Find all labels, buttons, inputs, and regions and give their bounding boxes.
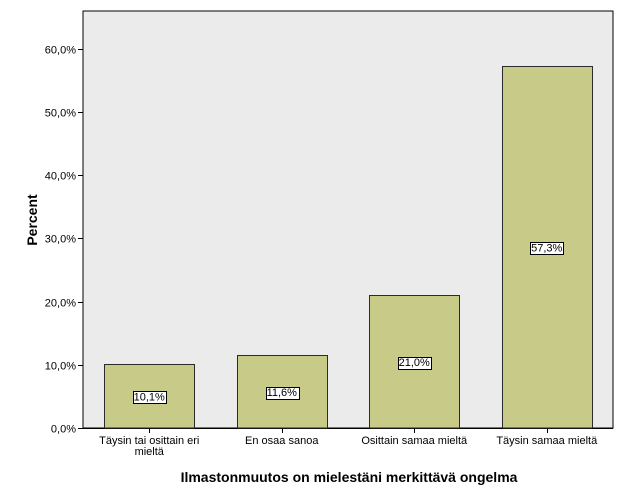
y-axis-title: Percent [24, 194, 40, 246]
x-tick-label: Täysin samaa mieltä [496, 435, 598, 447]
bars [104, 66, 593, 429]
data-label-box [530, 242, 564, 255]
data-label-text: 11,6% [267, 387, 298, 399]
x-tick-label: En osaa sanoa [245, 435, 319, 447]
y-tick-label: 10,0% [45, 361, 76, 373]
bar [237, 355, 328, 429]
data-label-text: 21,0% [399, 357, 430, 369]
data-label: 57,3% [530, 242, 564, 255]
x-tick-label: Täysin tai osittain eri mieltä [99, 435, 199, 458]
data-labels: 10,1% 11,6% 21,0% 57,3% [133, 242, 564, 404]
y-tick-label: 50,0% [45, 108, 76, 120]
x-axis-title: Ilmastonmuutos on mielestäni merkittävä … [181, 469, 518, 485]
x-tick-label: Osittain samaa mieltä [361, 435, 468, 447]
x-axis: Täysin tai osittain eri mieltä En osaa san… [83, 428, 613, 458]
y-axis: 0,0% 10,0% 20,0% 30,0% 40,0% 50,0% 60,0% [45, 45, 83, 436]
data-label-text: 10,1% [134, 391, 165, 403]
data-label: 10,1% [133, 391, 167, 404]
y-tick-label: 60,0% [45, 45, 76, 57]
y-tick-label: 30,0% [45, 234, 76, 246]
data-label: 21,0% [398, 357, 432, 370]
y-tick-label: 0,0% [51, 424, 76, 436]
data-label-box [133, 391, 167, 404]
data-label-box [398, 357, 432, 370]
data-label-text: 57,3% [531, 242, 562, 254]
y-tick-label: 40,0% [45, 171, 76, 183]
y-tick-label: 20,0% [45, 298, 76, 310]
data-label: 11,6% [266, 387, 300, 400]
data-label-box [266, 387, 300, 400]
